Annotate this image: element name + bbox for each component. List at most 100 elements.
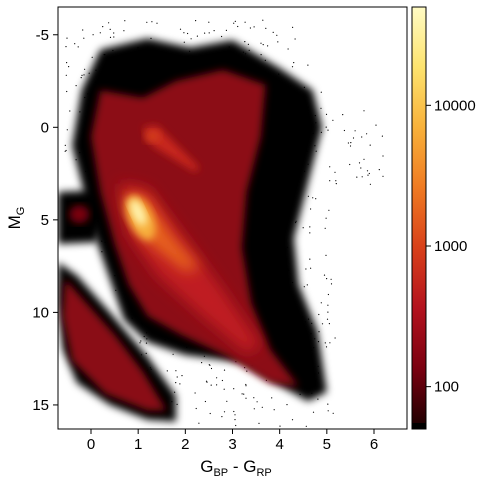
outlier-star [327, 293, 329, 296]
outlier-star [244, 367, 246, 369]
outlier-star [279, 425, 281, 427]
outlier-star [281, 148, 283, 150]
outlier-star [307, 351, 309, 354]
outlier-star [265, 27, 267, 29]
outlier-star [142, 313, 144, 316]
outlier-star [256, 401, 258, 403]
colorbar-fill [412, 7, 426, 429]
outlier-star [369, 183, 371, 185]
outlier-star [88, 132, 91, 134]
outlier-star [136, 74, 138, 77]
outlier-star [140, 340, 142, 342]
outlier-star [66, 62, 68, 64]
outlier-star [83, 37, 85, 39]
outlier-star [251, 182, 253, 184]
outlier-star [354, 130, 356, 132]
outlier-star [221, 416, 223, 418]
outlier-star [124, 20, 126, 22]
outlier-star [268, 137, 270, 139]
outlier-star [306, 284, 308, 286]
outlier-star [366, 170, 369, 172]
outlier-star [86, 118, 88, 120]
y-axis: -5 0 5 10 15 [32, 27, 58, 414]
outlier-star [213, 53, 215, 55]
outlier-star [334, 337, 336, 339]
main-density-body [91, 69, 299, 387]
outlier-star [208, 32, 210, 34]
outlier-star [259, 285, 261, 287]
outlier-star [298, 168, 300, 170]
outlier-star [309, 232, 311, 234]
outlier-star [246, 215, 248, 218]
outlier-star [274, 332, 277, 335]
outlier-star [97, 220, 99, 222]
outlier-star [233, 22, 235, 24]
outlier-star [281, 149, 283, 151]
outlier-star [313, 347, 315, 349]
outlier-star [249, 62, 251, 64]
outlier-star [112, 49, 114, 52]
outlier-star [272, 308, 274, 310]
outlier-star [320, 91, 322, 93]
outlier-star [186, 346, 188, 349]
outlier-star [295, 221, 297, 224]
outlier-star [254, 163, 256, 165]
outlier-star [208, 68, 210, 70]
outlier-star [286, 164, 288, 166]
outlier-star [320, 131, 322, 133]
outlier-star [270, 148, 272, 150]
outlier-star [375, 124, 377, 126]
outlier-star [363, 158, 365, 160]
outlier-star [349, 145, 352, 147]
outlier-star [287, 48, 289, 50]
outlier-star [261, 406, 263, 408]
outlier-star [292, 26, 294, 28]
outlier-star [289, 179, 292, 182]
colorbar-tick-label: 1000 [434, 238, 467, 255]
outlier-star [318, 331, 320, 333]
outlier-star [291, 419, 294, 421]
outlier-star [306, 150, 308, 152]
outlier-star [327, 304, 329, 306]
outlier-star [189, 50, 191, 52]
outlier-star [234, 414, 236, 416]
density-heatmap [62, 69, 299, 411]
outlier-star [140, 354, 143, 356]
outlier-star [245, 397, 247, 399]
outlier-star [209, 54, 211, 57]
outlier-star [282, 298, 284, 300]
outlier-star [315, 150, 317, 152]
outlier-star [204, 400, 206, 403]
outlier-star [310, 267, 312, 269]
outlier-star [330, 283, 333, 285]
outlier-star [65, 149, 67, 152]
outlier-star [342, 114, 344, 116]
outlier-star [245, 385, 247, 387]
outlier-star [109, 69, 112, 71]
y-tick-label: -5 [36, 27, 49, 44]
outlier-star [275, 150, 277, 152]
outlier-star [278, 139, 280, 141]
outlier-star [328, 209, 330, 211]
outlier-star [299, 393, 301, 395]
outlier-star [234, 419, 236, 421]
outlier-star [124, 287, 126, 289]
outlier-star [167, 63, 169, 65]
outlier-star [244, 41, 246, 43]
outlier-star [101, 251, 103, 253]
outlier-star [310, 333, 312, 335]
outlier-star [325, 113, 328, 115]
outlier-star [179, 28, 182, 30]
outlier-star [245, 383, 247, 386]
outlier-star [204, 32, 206, 34]
outlier-star [277, 199, 279, 201]
outlier-star [356, 176, 358, 178]
outlier-star [307, 318, 310, 320]
outlier-star [293, 111, 295, 113]
outlier-star [280, 300, 282, 302]
outlier-star [363, 110, 365, 112]
outlier-star [99, 32, 101, 34]
outlier-star [245, 73, 247, 75]
